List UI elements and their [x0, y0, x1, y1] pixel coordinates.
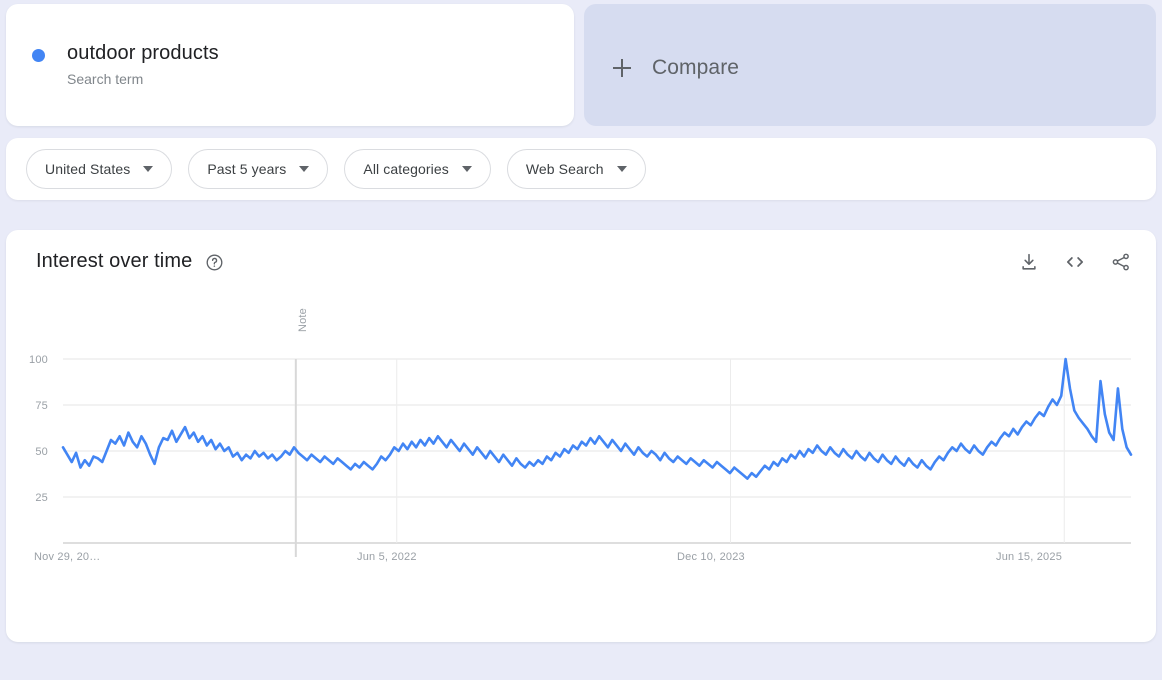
- filter-category-label: All categories: [363, 161, 449, 177]
- filter-search-type-label: Web Search: [525, 161, 604, 177]
- compare-label: Compare: [652, 56, 740, 79]
- filter-bar: United States Past 5 years All categorie…: [6, 138, 1156, 200]
- filter-category[interactable]: All categories: [344, 149, 491, 189]
- trends-line-chart: [61, 357, 1133, 557]
- x-axis-tick: Nov 29, 20…: [34, 551, 101, 563]
- y-axis-tick: 25: [35, 492, 48, 504]
- embed-code-icon[interactable]: [1064, 251, 1086, 273]
- chevron-down-icon: [616, 166, 627, 172]
- y-axis-tick: 100: [29, 354, 48, 366]
- chart-header: Interest over time: [36, 250, 1132, 273]
- search-term-label: outdoor products: [67, 42, 219, 64]
- note-annotation-label: Note: [297, 308, 309, 333]
- chevron-down-icon: [461, 166, 472, 172]
- filter-search-type[interactable]: Web Search: [506, 149, 646, 189]
- download-icon[interactable]: [1018, 251, 1040, 273]
- search-term-type: Search term: [67, 71, 144, 87]
- share-icon[interactable]: [1110, 251, 1132, 273]
- search-term-content: outdoor products Search term: [32, 40, 219, 89]
- chart-plot-area: 100 75 50 25 Note Nov 29, 20… Jun 5, 202…: [6, 230, 1156, 642]
- search-term-card[interactable]: outdoor products Search term: [6, 4, 574, 126]
- x-axis-tick: Jun 5, 2022: [357, 551, 417, 563]
- compare-card[interactable]: Compare: [584, 4, 1156, 126]
- chevron-down-icon: [143, 166, 154, 172]
- series-color-dot: [32, 49, 45, 62]
- search-term-row: outdoor products Search term Compare: [0, 0, 1162, 126]
- filter-time-range-label: Past 5 years: [207, 161, 287, 177]
- y-axis-tick: 50: [35, 446, 48, 458]
- chevron-down-icon: [299, 166, 310, 172]
- help-circle-icon[interactable]: [205, 253, 224, 272]
- interest-over-time-card: Interest over time: [6, 230, 1156, 642]
- compare-content: Compare: [612, 56, 739, 80]
- x-axis-tick: Dec 10, 2023: [677, 551, 745, 563]
- filter-location-label: United States: [45, 161, 131, 177]
- chart-title: Interest over time: [36, 250, 193, 272]
- plus-icon: [612, 58, 632, 78]
- filter-location[interactable]: United States: [26, 149, 173, 189]
- x-axis-tick: Jun 15, 2025: [996, 551, 1063, 563]
- chart-actions: [1018, 251, 1132, 273]
- filter-time-range[interactable]: Past 5 years: [188, 149, 329, 189]
- y-axis-tick: 75: [35, 400, 48, 412]
